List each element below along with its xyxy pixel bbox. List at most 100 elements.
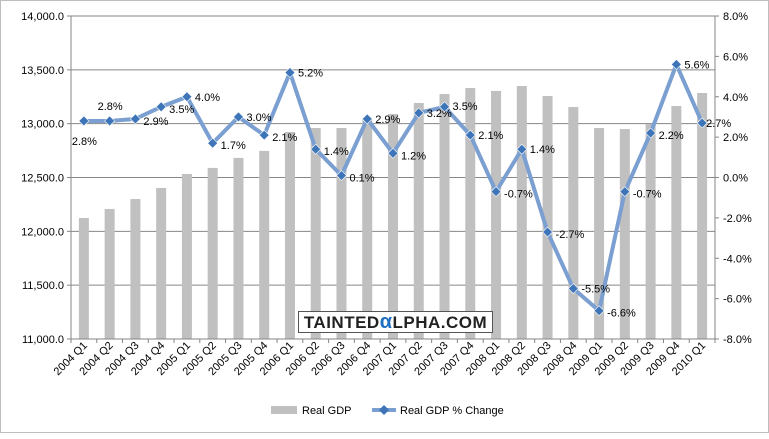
data-label: -0.7%	[633, 189, 662, 201]
right-tick-label: -6.0%	[723, 294, 752, 306]
right-tick-label: -8.0%	[723, 334, 752, 346]
data-label: 2.1%	[272, 132, 297, 144]
left-tick-label: 13,000.0	[21, 119, 64, 131]
bar-real-gdp	[78, 217, 89, 339]
right-tick-label: -4.0%	[723, 253, 752, 265]
right-tick-label: 0.0%	[723, 173, 748, 185]
line-marker	[387, 147, 399, 159]
bar-real-gdp	[568, 106, 579, 339]
data-label: 2.7%	[706, 118, 731, 130]
bar-real-gdp	[284, 131, 295, 339]
line-marker	[233, 111, 244, 123]
data-label: 5.6%	[684, 59, 709, 71]
right-tick-label: 8.0%	[723, 11, 748, 23]
bar-real-gdp	[671, 106, 682, 339]
line-marker	[464, 129, 476, 141]
line-marker	[490, 186, 502, 198]
line-marker	[645, 127, 657, 139]
watermark-text: TAINTED	[303, 313, 380, 332]
right-tick-label: 4.0%	[723, 92, 748, 104]
line-marker	[696, 117, 708, 129]
bar-real-gdp	[491, 90, 502, 339]
line-marker	[207, 137, 219, 149]
bar-real-gdp	[413, 102, 424, 340]
left-tick-label: 11,500.0	[22, 280, 64, 292]
bar-real-gdp	[259, 150, 270, 339]
line-marker	[413, 107, 425, 119]
line-marker	[593, 305, 605, 317]
data-label: -0.7%	[504, 189, 533, 201]
line-marker	[78, 115, 90, 127]
line-marker	[439, 101, 450, 113]
data-label: -5.5%	[581, 284, 610, 296]
data-label: 3.0%	[246, 112, 271, 124]
left-tick-label: 14,000.0	[21, 11, 64, 23]
left-tick-label: 12,500.0	[21, 173, 64, 185]
legend-label-gdp-change: Real GDP % Change	[400, 405, 504, 417]
bar-real-gdp	[439, 93, 450, 339]
bar-real-gdp	[697, 92, 708, 340]
data-label: 2.9%	[375, 114, 400, 126]
watermark-logo: TAINTEDαLPHA.COM	[298, 311, 493, 333]
data-label: -6.6%	[607, 308, 636, 320]
bar-real-gdp	[104, 208, 115, 339]
line-marker	[516, 143, 528, 155]
data-label: 2.2%	[659, 130, 684, 142]
data-label: 3.5%	[453, 101, 478, 113]
line-marker	[361, 113, 373, 125]
bar-real-gdp	[516, 85, 527, 339]
data-label: 2.8%	[98, 101, 123, 113]
bar-real-gdp	[207, 167, 218, 339]
bar-real-gdp	[619, 129, 630, 339]
legend-marker-icon	[379, 405, 389, 415]
bar-real-gdp	[130, 199, 141, 339]
data-label: 3.2%	[427, 108, 452, 120]
data-label: 1.2%	[401, 150, 426, 162]
left-tick-label: 11,000.0	[22, 334, 64, 346]
line-marker	[181, 91, 193, 103]
data-label: 2.8%	[72, 136, 97, 148]
bar-real-gdp	[645, 123, 656, 339]
data-label: 1.4%	[530, 144, 555, 156]
bar-real-gdp	[156, 187, 167, 339]
data-label: 0.1%	[349, 172, 374, 184]
watermark-text-2: LPHA.COM	[392, 313, 488, 332]
watermark-alpha: α	[379, 311, 393, 333]
legend-swatch-real-gdp	[271, 406, 297, 414]
line-marker	[104, 115, 116, 127]
bar-real-gdp	[362, 117, 373, 340]
left-tick-label: 12,000.0	[21, 226, 64, 238]
line-marker	[542, 226, 553, 238]
bar-real-gdp	[594, 127, 605, 340]
line-marker	[258, 129, 270, 141]
legend: Real GDP Real GDP % Change	[271, 405, 504, 417]
line-marker	[567, 283, 579, 294]
data-label: 4.0%	[195, 92, 220, 104]
data-label: 2.1%	[478, 130, 503, 142]
bar-real-gdp	[388, 113, 398, 339]
bar-real-gdp	[310, 127, 321, 340]
bar-real-gdp	[542, 95, 553, 339]
bar-real-gdp	[465, 88, 476, 340]
bar-real-gdp	[336, 127, 347, 340]
line-marker	[619, 186, 631, 198]
data-label: 5.2%	[298, 68, 323, 80]
data-label: 1.7%	[221, 140, 246, 152]
data-label: 3.5%	[169, 104, 194, 116]
right-tick-label: -2.0%	[723, 213, 752, 225]
line-marker	[336, 170, 347, 181]
data-label: -2.7%	[556, 229, 585, 241]
line-marker	[129, 113, 141, 125]
right-tick-label: 2.0%	[723, 132, 748, 144]
right-tick-label: 6.0%	[723, 51, 748, 63]
line-marker	[310, 143, 322, 155]
legend-label-real-gdp: Real GDP	[302, 405, 352, 417]
line-marker	[284, 67, 296, 78]
line-marker	[670, 59, 682, 70]
data-label: 1.4%	[324, 146, 349, 158]
left-tick-label: 13,500.0	[21, 65, 64, 77]
line-marker	[155, 101, 167, 113]
data-label: 2.9%	[143, 116, 168, 128]
